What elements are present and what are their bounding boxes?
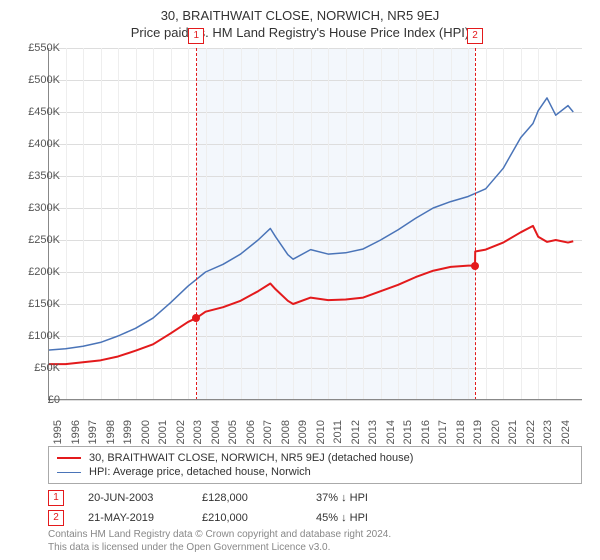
y-tick-label: £400K <box>16 138 60 150</box>
sale-date: 21-MAY-2019 <box>88 512 178 524</box>
sale-dot <box>192 314 200 322</box>
sale-marker-line <box>475 48 476 400</box>
legend-swatch <box>57 457 81 459</box>
sale-dot <box>471 262 479 270</box>
y-tick-label: £50K <box>16 362 60 374</box>
sale-badge-inline: 2 <box>48 510 64 526</box>
y-tick-label: £150K <box>16 298 60 310</box>
sale-badge-inline: 1 <box>48 490 64 506</box>
y-tick-label: £350K <box>16 170 60 182</box>
y-tick-label: £500K <box>16 74 60 86</box>
sale-pct: 37% ↓ HPI <box>316 492 406 504</box>
legend-row: HPI: Average price, detached house, Norw… <box>57 465 573 479</box>
y-tick-label: £550K <box>16 42 60 54</box>
y-tick-label: £200K <box>16 266 60 278</box>
sale-date: 20-JUN-2003 <box>88 492 178 504</box>
gridline-h <box>48 400 582 401</box>
sale-badge: 2 <box>467 28 483 44</box>
legend-label: HPI: Average price, detached house, Norw… <box>89 466 311 478</box>
y-tick-label: £0 <box>16 394 60 406</box>
footer-line-1: Contains HM Land Registry data © Crown c… <box>48 528 582 541</box>
chart-title: 30, BRAITHWAIT CLOSE, NORWICH, NR5 9EJ <box>0 0 600 23</box>
series-price_paid <box>48 226 573 364</box>
legend-swatch <box>57 472 81 473</box>
sale-price: £128,000 <box>202 492 292 504</box>
sale-badge: 1 <box>188 28 204 44</box>
line-series-svg <box>48 48 582 400</box>
sales-row: 2 21-MAY-2019 £210,000 45% ↓ HPI <box>48 508 582 528</box>
sales-table: 1 20-JUN-2003 £128,000 37% ↓ HPI 2 21-MAY-201… <box>48 488 582 528</box>
y-tick-label: £450K <box>16 106 60 118</box>
footer-attribution: Contains HM Land Registry data © Crown c… <box>48 528 582 554</box>
legend-row: 30, BRAITHWAIT CLOSE, NORWICH, NR5 9EJ (… <box>57 451 573 465</box>
sales-row: 1 20-JUN-2003 £128,000 37% ↓ HPI <box>48 488 582 508</box>
legend-label: 30, BRAITHWAIT CLOSE, NORWICH, NR5 9EJ (… <box>89 452 413 464</box>
legend-box: 30, BRAITHWAIT CLOSE, NORWICH, NR5 9EJ (… <box>48 446 582 484</box>
y-tick-label: £250K <box>16 234 60 246</box>
x-axis-line <box>48 399 582 400</box>
y-tick-label: £300K <box>16 202 60 214</box>
chart-plot-area: 12 <box>48 48 582 400</box>
sale-pct: 45% ↓ HPI <box>316 512 406 524</box>
sale-price: £210,000 <box>202 512 292 524</box>
y-tick-label: £100K <box>16 330 60 342</box>
footer-line-2: This data is licensed under the Open Gov… <box>48 541 582 554</box>
chart-subtitle: Price paid vs. HM Land Registry's House … <box>0 23 600 40</box>
series-hpi <box>48 98 573 350</box>
y-axis-line <box>48 48 49 400</box>
sale-marker-line <box>196 48 197 400</box>
